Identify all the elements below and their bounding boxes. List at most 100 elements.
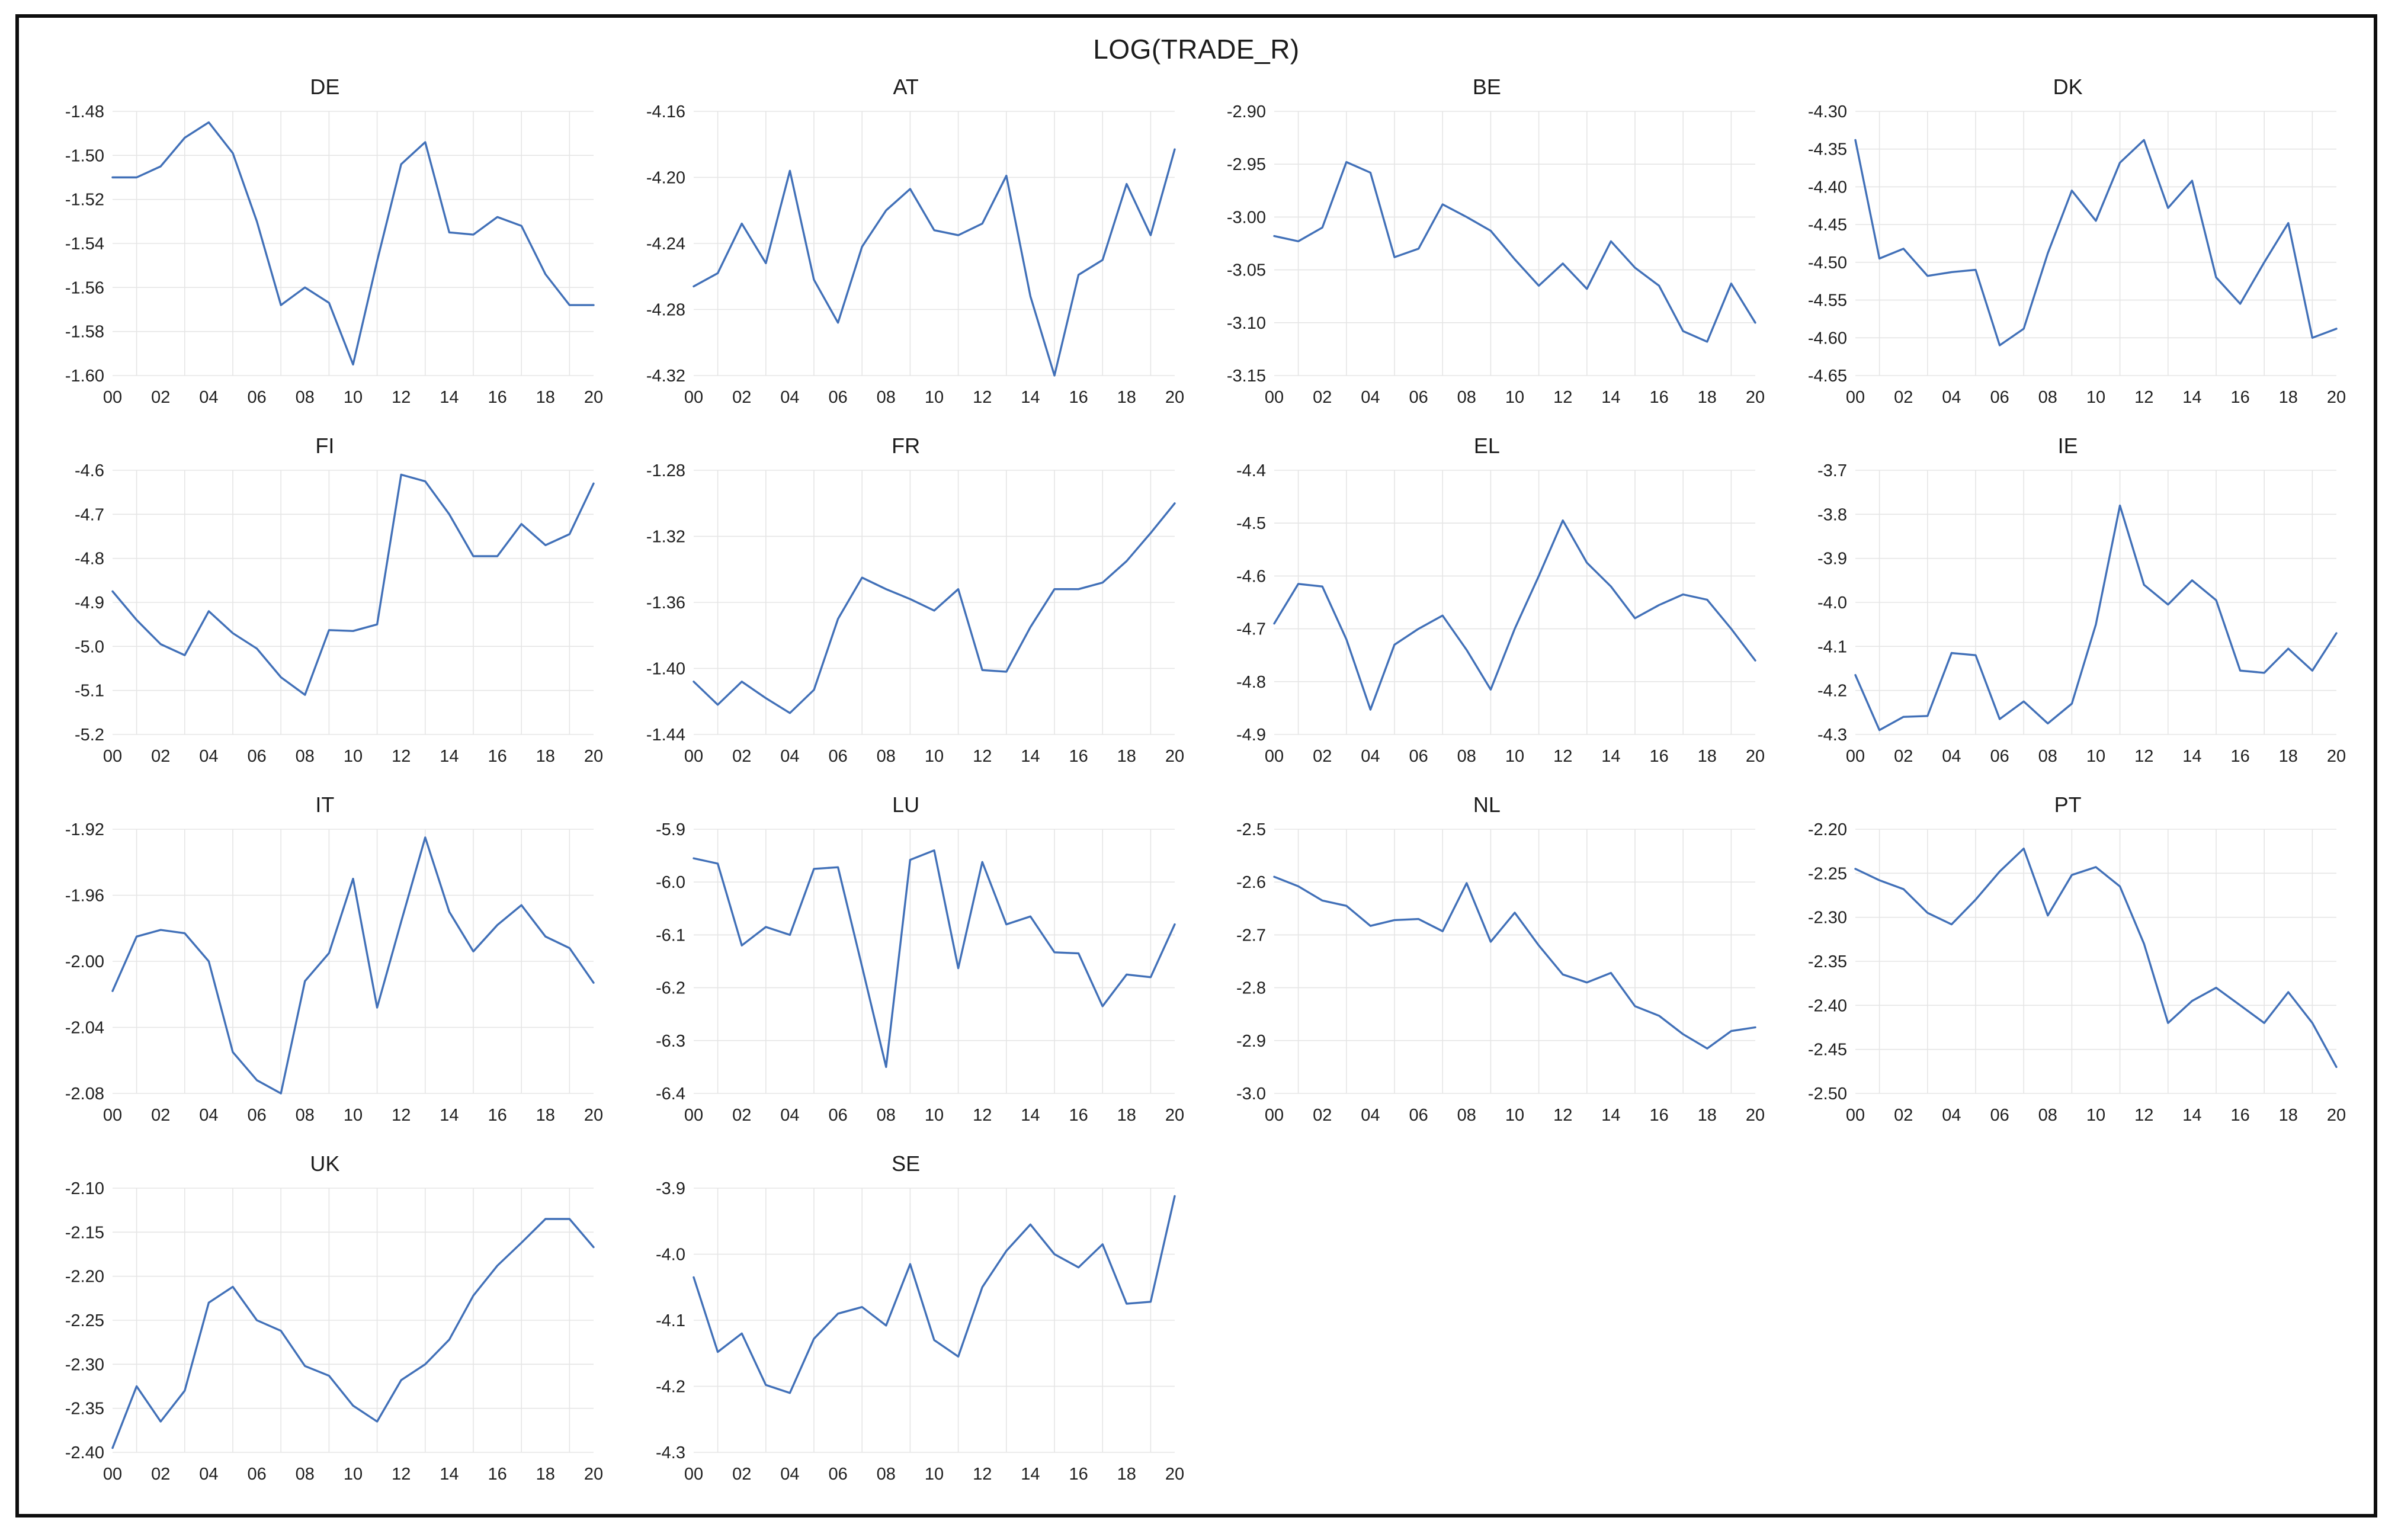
- y-tick-label: -2.90: [1227, 102, 1266, 121]
- panel-title-nl: NL: [1473, 793, 1501, 817]
- y-tick-label: -4.55: [1808, 291, 1847, 310]
- chart-se: -3.9 -4.0 -4.1 -4.2 -4.3 00 02 04 06 08 10 12 14 16 18…: [656, 1179, 1184, 1484]
- series-line-uk: [111, 1218, 595, 1449]
- y-tick-label: -2.25: [1808, 864, 1847, 883]
- x-tick-label: 14: [2182, 388, 2201, 407]
- panel-dk: DK -4.30 -4.35 -4.40 -4.45 -4.50 -4.55 -4.60 -4.…: [1777, 71, 2358, 426]
- x-tick-label: 14: [1021, 388, 1040, 407]
- panel-title-at: AT: [893, 75, 919, 99]
- x-tick-label: 12: [973, 388, 992, 407]
- x-tick-label: 18: [2279, 388, 2298, 407]
- x-tick-label: 04: [1942, 1106, 1961, 1125]
- series-line-ie: [1854, 504, 2338, 732]
- y-tick-label: -4.28: [646, 301, 685, 320]
- x-tick-label: 02: [732, 747, 751, 766]
- x-tick-label: 14: [1021, 1106, 1040, 1125]
- x-tick-label: 20: [1165, 1465, 1184, 1484]
- y-tick-label: -5.2: [75, 726, 104, 745]
- x-tick-label: 18: [1698, 747, 1717, 766]
- x-tick-label: 04: [199, 747, 218, 766]
- panel-title-ie: IE: [2057, 434, 2078, 458]
- x-tick-label: 08: [876, 747, 895, 766]
- y-tick-label: -2.6: [1236, 873, 1266, 892]
- x-tick-label: 02: [151, 388, 170, 407]
- x-tick-label: 12: [1553, 747, 1572, 766]
- x-tick-label: 04: [1361, 388, 1380, 407]
- x-tick-label: 04: [780, 747, 799, 766]
- x-tick-label: 02: [732, 1465, 751, 1484]
- y-tick-label: -4.8: [1236, 673, 1266, 692]
- y-tick-label: -5.9: [656, 820, 685, 839]
- x-tick-label: 10: [1505, 388, 1524, 407]
- x-tick-label: 02: [732, 1106, 751, 1125]
- y-tick-label: -3.05: [1227, 261, 1266, 280]
- x-tick-label: 14: [1602, 747, 1621, 766]
- x-tick-label: 12: [973, 747, 992, 766]
- x-tick-label: 00: [684, 1465, 703, 1484]
- y-tick-label: -4.50: [1808, 254, 1847, 272]
- y-tick-label: -4.32: [646, 367, 685, 386]
- figure-title: LOG(TRADE_R): [1093, 34, 1300, 65]
- x-tick-label: 08: [1457, 747, 1476, 766]
- y-tick-label: -1.92: [65, 820, 104, 839]
- x-tick-label: 08: [2038, 388, 2057, 407]
- y-tick-label: -4.7: [75, 505, 104, 524]
- x-tick-label: 08: [296, 1465, 315, 1484]
- series-line-it: [111, 836, 595, 1095]
- y-tick-label: -2.20: [1808, 820, 1847, 839]
- x-tick-label: 02: [1894, 747, 1913, 766]
- x-tick-label: 08: [2038, 1106, 2057, 1125]
- panel-uk: UK -2.10 -2.15 -2.20 -2.25 -2.30 -2.35 -2.40 00 0…: [34, 1148, 615, 1503]
- x-tick-label: 06: [1409, 388, 1428, 407]
- series-line-fr: [692, 502, 1176, 714]
- x-tick-label: 14: [2182, 1106, 2201, 1125]
- x-tick-label: 14: [1021, 1465, 1040, 1484]
- chart-be: -2.90 -2.95 -3.00 -3.05 -3.10 -3.15 00 02 04 06 08…: [1227, 102, 1765, 407]
- x-tick-label: 18: [2279, 747, 2298, 766]
- x-tick-label: 10: [924, 1465, 943, 1484]
- y-tick-label: -4.3: [1817, 726, 1847, 745]
- panel-title-de: DE: [310, 75, 340, 99]
- x-tick-label: 14: [440, 1465, 459, 1484]
- y-tick-label: -5.1: [75, 682, 104, 701]
- y-tick-label: -2.15: [65, 1223, 104, 1242]
- chart-lu: -5.9 -6.0 -6.1 -6.2 -6.3 -6.4 00 02 04 06 08 10 12 14…: [656, 820, 1184, 1125]
- y-tick-label: -4.2: [1817, 682, 1847, 701]
- y-tick-label: -1.48: [65, 102, 104, 121]
- y-tick-label: -2.20: [65, 1268, 104, 1286]
- panel-title-uk: UK: [310, 1151, 340, 1176]
- x-tick-label: 10: [344, 1106, 363, 1125]
- y-tick-label: -6.4: [656, 1085, 685, 1103]
- x-tick-label: 18: [1117, 1465, 1136, 1484]
- x-tick-label: 12: [392, 1465, 411, 1484]
- x-tick-label: 12: [973, 1106, 992, 1125]
- x-tick-label: 08: [876, 1465, 895, 1484]
- panel-se: SE -3.9 -4.0 -4.1 -4.2 -4.3 00 02 04 06 08 10 12 14 16…: [615, 1148, 1197, 1503]
- y-tick-label: -3.9: [656, 1179, 685, 1198]
- x-tick-label: 10: [1505, 1106, 1524, 1125]
- x-tick-label: 02: [732, 388, 751, 407]
- y-tick-label: -4.0: [1817, 593, 1847, 612]
- x-tick-label: 20: [1746, 1106, 1765, 1125]
- x-tick-label: 00: [103, 1465, 122, 1484]
- y-tick-label: -4.6: [1236, 567, 1266, 586]
- y-tick-label: -1.44: [646, 726, 685, 745]
- series-line-el: [1273, 519, 1757, 711]
- panel-lu: LU -5.9 -6.0 -6.1 -6.2 -6.3 -6.4 00 02 04 06 08 10 12…: [615, 789, 1197, 1144]
- chart-at: -4.16 -4.20 -4.24 -4.28 -4.32 00 02 04 06 08 10 12 1…: [646, 102, 1184, 407]
- x-tick-label: 18: [536, 747, 555, 766]
- panel-ie: IE -3.7 -3.8 -3.9 -4.0 -4.1 -4.2 -4.3 00 02 04 06 08…: [1777, 430, 2358, 785]
- x-tick-label: 04: [1361, 1106, 1380, 1125]
- y-tick-label: -4.9: [1236, 726, 1266, 745]
- x-tick-label: 00: [103, 388, 122, 407]
- y-tick-label: -1.60: [65, 367, 104, 386]
- y-tick-label: -2.9: [1236, 1032, 1266, 1051]
- y-tick-label: -4.2: [656, 1378, 685, 1397]
- x-tick-label: 16: [1069, 1106, 1088, 1125]
- x-tick-label: 16: [1069, 388, 1088, 407]
- x-tick-label: 10: [2086, 388, 2105, 407]
- y-tick-label: -6.1: [656, 926, 685, 945]
- x-tick-label: 08: [296, 747, 315, 766]
- x-tick-label: 02: [1313, 747, 1332, 766]
- y-tick-label: -4.6: [75, 461, 104, 480]
